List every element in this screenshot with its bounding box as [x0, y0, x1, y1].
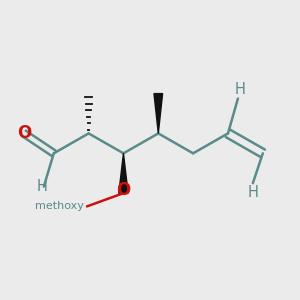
Text: O: O — [17, 124, 31, 142]
Text: H: H — [248, 185, 258, 200]
Text: O: O — [116, 182, 130, 200]
Text: H: H — [234, 82, 245, 97]
Text: H: H — [37, 179, 48, 194]
Polygon shape — [154, 94, 163, 134]
Polygon shape — [119, 153, 128, 193]
Text: methoxy: methoxy — [35, 201, 84, 212]
